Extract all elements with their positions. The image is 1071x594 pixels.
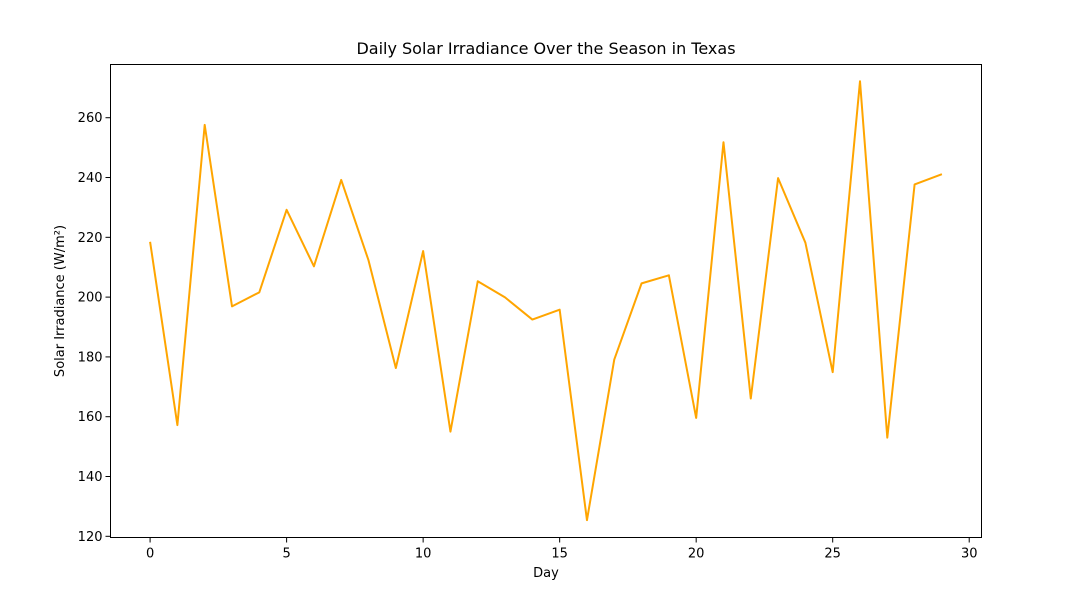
y-tick-label: 160 <box>78 410 103 425</box>
y-axis-title: Solar Irradiance (W/m²) <box>53 225 68 377</box>
y-tick-label: 120 <box>78 530 103 545</box>
x-tick-label: 25 <box>824 547 841 562</box>
y-tick-label: 240 <box>78 171 103 186</box>
y-tick-label: 260 <box>78 111 103 126</box>
plot-frame <box>110 64 982 538</box>
x-tick-label: 10 <box>415 547 432 562</box>
x-axis: 0 5 10 15 20 25 30 <box>146 537 978 562</box>
y-tick-label: 180 <box>78 350 103 365</box>
series-layer <box>149 80 943 522</box>
x-tick-label: 0 <box>146 547 154 562</box>
chart-title: Daily Solar Irradiance Over the Season i… <box>356 39 735 58</box>
x-tick-label: 20 <box>688 547 705 562</box>
x-tick-label: 30 <box>961 547 978 562</box>
x-tick-label: 5 <box>282 547 290 562</box>
x-tick-label: 15 <box>551 547 568 562</box>
y-tick-label: 140 <box>78 470 103 485</box>
y-axis: 120 140 160 180 200 220 240 260 <box>78 111 111 545</box>
plot-area <box>110 64 982 538</box>
series-line <box>149 80 943 522</box>
y-tick-label: 220 <box>78 231 103 246</box>
y-tick-label: 200 <box>78 291 103 306</box>
x-axis-title: Day <box>533 566 559 581</box>
